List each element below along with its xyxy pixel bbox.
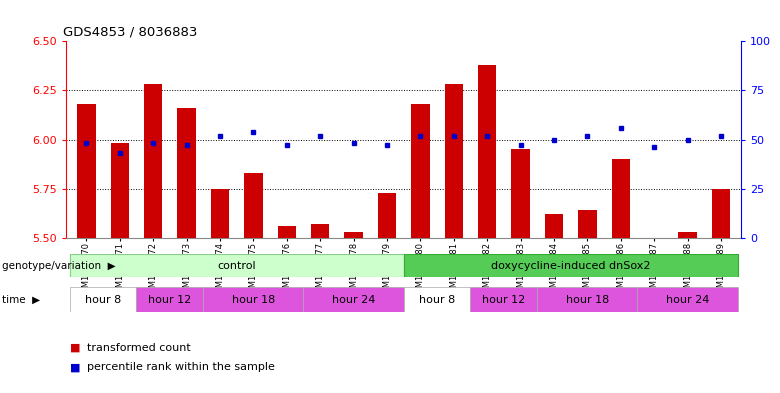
Text: time  ▶: time ▶ (2, 295, 40, 305)
Bar (637, 287, 738, 312)
Bar (211, 189, 229, 238)
Text: ■: ■ (70, 343, 80, 353)
Bar (712, 189, 730, 238)
Text: GDS4853 / 8036883: GDS4853 / 8036883 (63, 26, 197, 39)
Text: ■: ■ (70, 362, 80, 373)
Bar (311, 224, 329, 238)
Text: hour 12: hour 12 (482, 295, 526, 305)
Text: doxycycline-induced dnSox2: doxycycline-induced dnSox2 (491, 261, 651, 271)
Text: percentile rank within the sample: percentile rank within the sample (87, 362, 275, 373)
Bar (69, 254, 404, 277)
Bar (177, 108, 196, 238)
Bar (111, 143, 129, 238)
Text: hour 18: hour 18 (566, 295, 609, 305)
Bar (136, 287, 204, 312)
Text: hour 18: hour 18 (232, 295, 275, 305)
Text: transformed count: transformed count (87, 343, 191, 353)
Bar (278, 226, 296, 238)
Bar (404, 287, 470, 312)
Bar (204, 287, 303, 312)
Bar (77, 104, 95, 238)
Bar (303, 287, 404, 312)
Bar (612, 159, 630, 238)
Bar (537, 287, 637, 312)
Text: hour 24: hour 24 (666, 295, 709, 305)
Bar (244, 173, 263, 238)
Bar (478, 65, 496, 238)
Text: control: control (218, 261, 256, 271)
Bar (445, 84, 463, 238)
Bar (344, 232, 363, 238)
Text: hour 24: hour 24 (332, 295, 375, 305)
Bar (512, 149, 530, 238)
Text: hour 12: hour 12 (148, 295, 191, 305)
Text: hour 8: hour 8 (419, 295, 456, 305)
Bar (544, 214, 563, 238)
Bar (144, 84, 162, 238)
Bar (470, 287, 537, 312)
Bar (578, 210, 597, 238)
Bar (378, 193, 396, 238)
Bar (411, 104, 430, 238)
Text: genotype/variation  ▶: genotype/variation ▶ (2, 261, 115, 271)
Bar (69, 287, 136, 312)
Bar (679, 232, 697, 238)
Bar (404, 254, 738, 277)
Text: hour 8: hour 8 (85, 295, 121, 305)
